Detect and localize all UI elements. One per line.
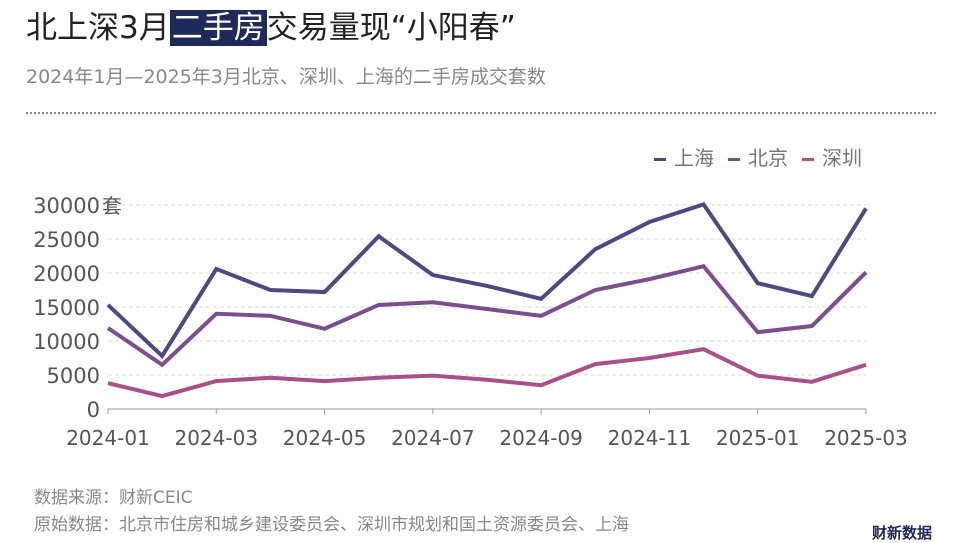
legend-item: 深圳 xyxy=(802,142,862,171)
series-line-北京 xyxy=(106,263,868,368)
legend-swatch xyxy=(654,158,666,161)
legend-item: 上海 xyxy=(654,142,714,171)
divider xyxy=(26,112,936,114)
legend-label: 深圳 xyxy=(822,146,862,170)
chart-title: 北上深3月二手房交易量现“小阳春” xyxy=(26,2,516,47)
raw-data-note: 原始数据：北京市住房和城乡建设委员会、深圳市规划和国土资源委员会、上海 xyxy=(34,515,629,535)
y-tick-label: 25000 xyxy=(33,228,100,252)
x-tick-label: 2024-05 xyxy=(283,426,367,450)
x-tick-label: 2024-09 xyxy=(499,426,583,450)
x-tick-label: 2024-07 xyxy=(391,426,475,450)
caixin-data-logo: 财新数据 xyxy=(871,524,932,542)
x-tick-label: 2024-11 xyxy=(608,426,692,450)
x-tick-label: 2024-03 xyxy=(174,426,258,450)
legend-swatch xyxy=(728,158,740,161)
y-tick-label: 15000 xyxy=(33,296,100,320)
y-tick-label: 20000 xyxy=(33,262,100,286)
legend-label: 上海 xyxy=(674,146,714,170)
legend-swatch xyxy=(802,158,814,161)
legend-label: 北京 xyxy=(748,146,788,170)
y-tick-label: 5000 xyxy=(47,364,100,388)
source-note: 数据来源：财新CEIC xyxy=(34,488,193,508)
legend-item: 北京 xyxy=(728,142,788,171)
x-tick-label: 2025-01 xyxy=(716,426,800,450)
chart-subtitle: 2024年1月—2025年3月北京、深圳、上海的二手房成交套数 xyxy=(26,66,546,88)
title-part: 交易量现“小阳春” xyxy=(266,10,516,46)
title-highlight: 二手房 xyxy=(169,10,267,46)
legend: 上海 北京 深圳 xyxy=(654,142,862,171)
series-line-深圳 xyxy=(107,347,867,399)
title-part: 北上深3月 xyxy=(26,10,170,46)
y-tick-label: 0 xyxy=(87,398,100,422)
series-line-上海 xyxy=(106,201,868,360)
y-tick-label: 30000 xyxy=(33,194,100,218)
y-unit-label: 套 xyxy=(102,194,122,218)
x-tick-label: 2024-01 xyxy=(66,426,150,450)
x-tick-label: 2025-03 xyxy=(824,426,908,450)
y-tick-label: 10000 xyxy=(33,330,100,354)
